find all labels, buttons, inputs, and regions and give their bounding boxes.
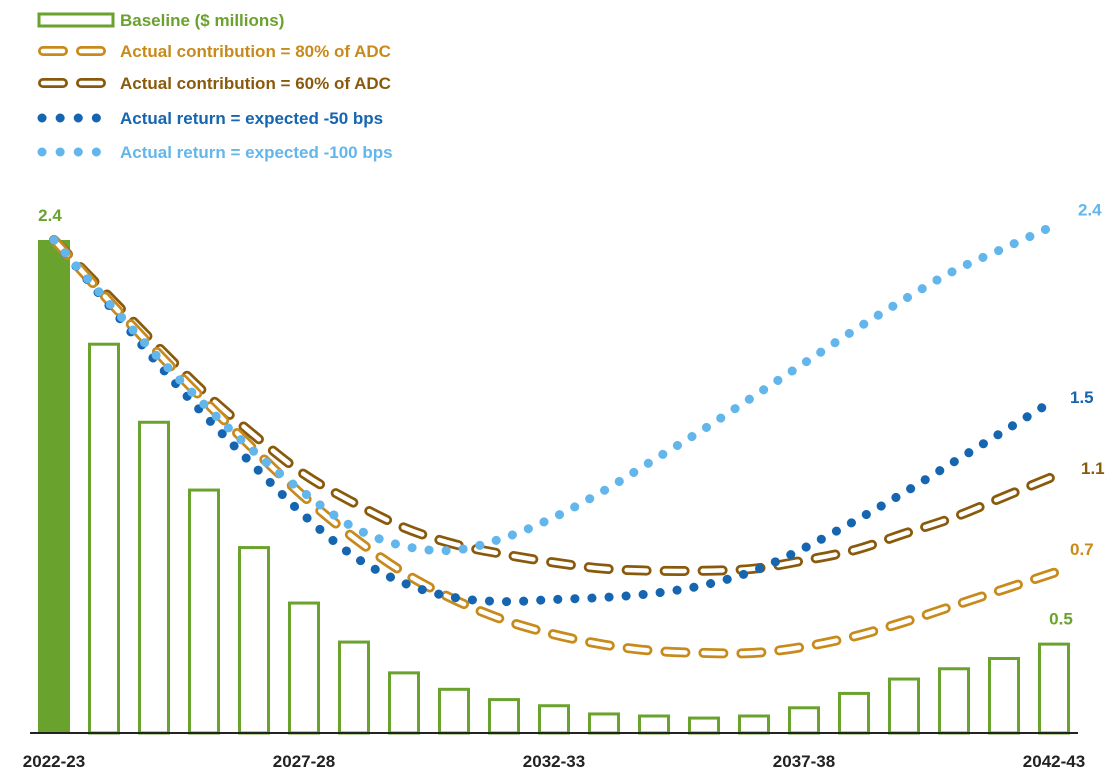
bar-2042-43 xyxy=(1038,642,1070,735)
bar-2032-33 xyxy=(538,704,570,735)
bar-2023-24 xyxy=(88,342,120,735)
legend-item-1: Actual contribution = 80% of ADC xyxy=(38,42,391,61)
x-tick-2042-43: 2042-43 xyxy=(1023,752,1085,771)
bar-2037-38 xyxy=(788,706,820,735)
bar-2022-23 xyxy=(38,240,70,733)
bar-2029-30 xyxy=(388,671,420,735)
series-actual-return-expected-50-bps xyxy=(49,235,1059,607)
bar-2027-28 xyxy=(288,601,320,735)
legend-item-0: Baseline ($ millions) xyxy=(37,11,284,30)
bar-series xyxy=(38,240,1070,735)
bar-2034-35 xyxy=(638,714,670,735)
legend-label: Actual contribution = 60% of ADC xyxy=(120,74,391,93)
line-series-group xyxy=(49,221,1059,659)
data-labels: 2.4 0.5 0.7 1.1 1.5 2.4 xyxy=(38,201,1104,629)
series-actual-contribution-60-of-adc-outline xyxy=(49,235,1059,576)
bar-2038-39 xyxy=(838,691,870,735)
legend-label: Baseline ($ millions) xyxy=(120,11,284,30)
bar-2041-42 xyxy=(988,656,1020,735)
legend-label: Actual return = expected -100 bps xyxy=(120,143,393,162)
bar-2036-37 xyxy=(738,714,770,735)
bar-2040-41 xyxy=(938,667,970,735)
bar-2024-25 xyxy=(138,420,170,735)
bar-2026-27 xyxy=(238,546,270,735)
bar-2028-29 xyxy=(338,640,370,735)
bar-2030-31 xyxy=(438,687,470,735)
bar-2033-34 xyxy=(588,712,620,735)
x-tick-2027-28: 2027-28 xyxy=(273,752,335,771)
label-end-2: 1.1 xyxy=(1081,459,1105,478)
legend: Baseline ($ millions) Actual contribution… xyxy=(37,11,393,162)
label-end-3: 1.5 xyxy=(1070,388,1094,407)
bar-2031-32 xyxy=(488,698,520,735)
legend-swatch-bar xyxy=(37,12,115,28)
legend-item-2: Actual contribution = 60% of ADC xyxy=(38,74,391,93)
legend-label: Actual contribution = 80% of ADC xyxy=(120,42,391,61)
x-tick-2032-33: 2032-33 xyxy=(523,752,585,771)
bar-2035-36 xyxy=(688,716,720,735)
legend-item-3: Actual return = expected -50 bps xyxy=(37,109,383,128)
x-tick-2037-38: 2037-38 xyxy=(773,752,835,771)
legend-item-4: Actual return = expected -100 bps xyxy=(37,143,393,162)
label-end-0: 0.5 xyxy=(1049,610,1073,629)
x-tick-2022-23: 2022-23 xyxy=(23,752,85,771)
label-start-baseline: 2.4 xyxy=(38,206,62,225)
x-axis-ticks: 2022-23 2027-28 2032-33 2037-38 2042-43 xyxy=(23,752,1085,771)
legend-label: Actual return = expected -50 bps xyxy=(120,109,383,128)
label-end-4: 2.4 xyxy=(1078,201,1102,220)
series-actual-return-expected-100-bps xyxy=(49,221,1059,556)
bar-2025-26 xyxy=(188,488,220,735)
label-end-1: 0.7 xyxy=(1070,540,1094,559)
bar-2039-40 xyxy=(888,677,920,735)
